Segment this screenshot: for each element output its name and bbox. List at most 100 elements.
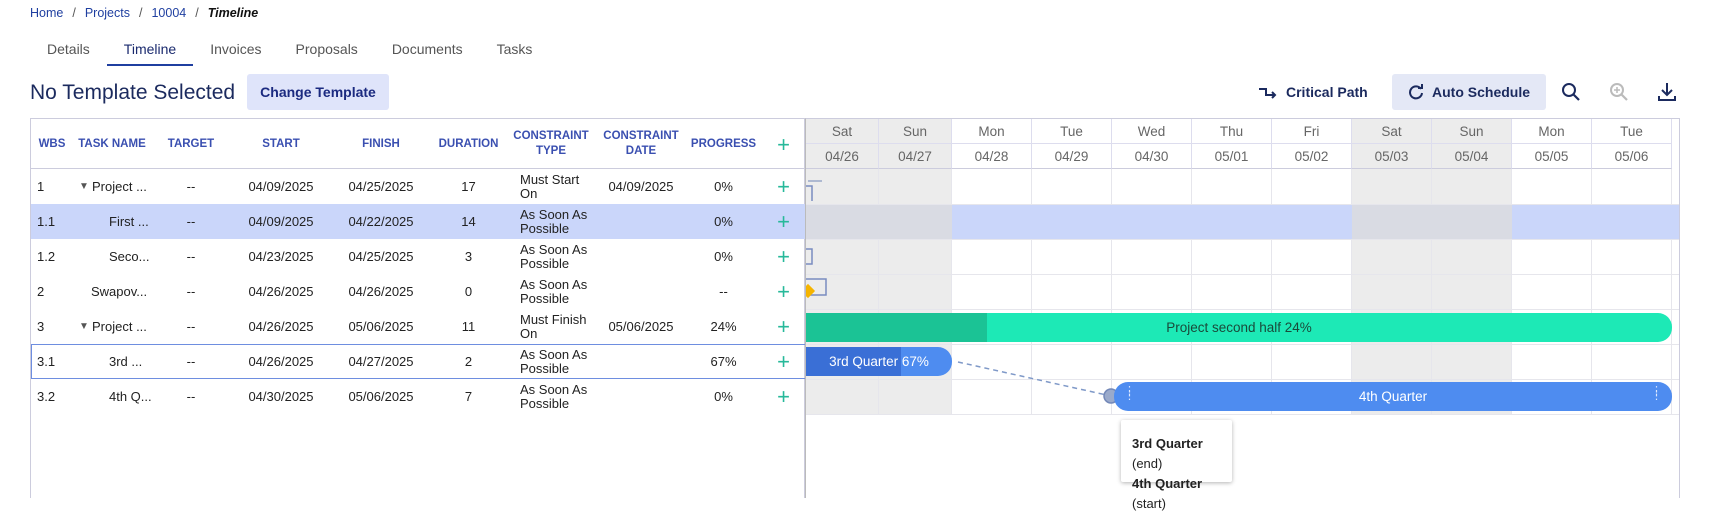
zoom-in-icon[interactable] — [1559, 80, 1583, 104]
breadcrumb-home[interactable]: Home — [30, 6, 64, 20]
tab-tasks[interactable]: Tasks — [496, 41, 533, 57]
cell-duration[interactable]: 14 — [461, 214, 476, 229]
cell-constraint-date[interactable] — [596, 274, 686, 309]
cell-progress[interactable]: 0% — [714, 214, 733, 229]
cell-constraint-date[interactable]: 04/09/2025 — [608, 179, 674, 194]
cell-wbs[interactable]: 3.2 — [37, 389, 56, 404]
cell-task-name[interactable]: Project ... — [92, 179, 147, 194]
cell-wbs[interactable]: 1 — [37, 179, 45, 194]
table-row[interactable]: 1 ▼ Project ... -- 04/09/2025 04/25/2025 17 Mus… — [31, 169, 806, 204]
breadcrumb-project-id[interactable]: 10004 — [151, 6, 187, 20]
cell-finish[interactable]: 04/25/2025 — [348, 179, 414, 194]
drag-handle-left[interactable]: ⋮ ⋮ — [1124, 385, 1135, 402]
cell-start[interactable]: 04/09/2025 — [248, 179, 314, 194]
cell-finish[interactable]: 04/26/2025 — [348, 284, 414, 299]
zoom-out-icon[interactable] — [1607, 80, 1631, 104]
add-subtask-button[interactable]: + — [777, 173, 790, 199]
cell-target[interactable]: -- — [186, 249, 196, 264]
tab-proposals[interactable]: Proposals — [295, 41, 358, 57]
tab-documents[interactable]: Documents — [391, 41, 463, 57]
cell-finish[interactable]: 04/22/2025 — [348, 214, 414, 229]
gantt-bar-3rd-quarter[interactable]: 3rd Quarter 67% — [806, 347, 952, 376]
table-row[interactable]: 3.1 3rd ... -- 04/26/2025 04/27/2025 2 As Soon… — [31, 344, 806, 379]
cell-constraint-type[interactable]: As Soon As Possible — [520, 206, 588, 236]
cell-duration[interactable]: 17 — [461, 179, 476, 194]
add-subtask-button[interactable]: + — [777, 383, 790, 409]
cell-progress[interactable]: 0% — [714, 249, 733, 264]
breadcrumb-projects[interactable]: Projects — [84, 6, 130, 20]
cell-wbs[interactable]: 2 — [37, 284, 45, 299]
table-row[interactable]: 3 ▼ Project ... -- 04/26/2025 05/06/2025 11 Mus… — [31, 309, 806, 344]
cell-start[interactable]: 04/26/2025 — [248, 319, 314, 334]
cell-task-name[interactable]: 4th Q... — [109, 389, 152, 404]
col-header-constraint-date[interactable]: CONSTRAINT DATE — [596, 119, 686, 169]
cell-task-name[interactable]: 3rd ... — [109, 354, 143, 369]
cell-task-name[interactable]: First ... — [109, 214, 149, 229]
auto-schedule-button[interactable]: Auto Schedule — [1392, 74, 1547, 110]
cell-constraint-type[interactable]: Must Start On — [520, 171, 580, 201]
cell-wbs[interactable]: 3.1 — [37, 354, 56, 369]
tab-invoices[interactable]: Invoices — [210, 41, 262, 57]
expand-toggle-icon[interactable]: ▼ — [79, 321, 89, 332]
cell-constraint-type[interactable]: As Soon As Possible — [520, 346, 588, 376]
cell-constraint-date[interactable] — [596, 204, 686, 239]
cell-start[interactable]: 04/26/2025 — [248, 354, 314, 369]
add-task-button[interactable]: + — [777, 131, 790, 157]
add-subtask-button[interactable]: + — [777, 208, 790, 234]
tab-timeline[interactable]: Timeline — [106, 36, 194, 66]
col-header-finish[interactable]: FINISH — [362, 137, 400, 150]
gantt-bar-project-second-half[interactable]: Project second half 24% — [806, 313, 1672, 342]
gantt-bar-4th-quarter[interactable]: ⋮ ⋮ 4th Quarter ⋮ ⋮ — [1114, 382, 1672, 411]
col-header-constraint-type[interactable]: CONSTRAINT TYPE — [506, 119, 596, 169]
cell-target[interactable]: -- — [186, 319, 196, 334]
cell-constraint-date[interactable] — [596, 379, 686, 414]
table-row[interactable]: 2 Swapov... -- 04/26/2025 04/26/2025 0 As Soon… — [31, 274, 806, 309]
cell-target[interactable]: -- — [186, 389, 196, 404]
add-subtask-button[interactable]: + — [777, 243, 790, 269]
col-header-task-name[interactable]: TASK NAME — [78, 137, 146, 150]
col-header-start[interactable]: START — [262, 137, 300, 150]
cell-finish[interactable]: 04/25/2025 — [348, 249, 414, 264]
cell-progress[interactable]: 0% — [714, 389, 733, 404]
cell-duration[interactable]: 11 — [461, 319, 476, 334]
cell-constraint-date[interactable] — [596, 344, 686, 379]
cell-progress[interactable]: 67% — [710, 354, 737, 369]
cell-finish[interactable]: 05/06/2025 — [348, 319, 414, 334]
table-row[interactable]: 1.1 First ... -- 04/09/2025 04/22/2025 14 As S… — [31, 204, 806, 239]
cell-duration[interactable]: 7 — [464, 389, 473, 404]
cell-task-name[interactable]: Seco... — [109, 249, 150, 264]
cell-target[interactable]: -- — [186, 179, 196, 194]
cell-duration[interactable]: 3 — [464, 249, 473, 264]
cell-constraint-date[interactable] — [596, 239, 686, 274]
cell-start[interactable]: 04/26/2025 — [248, 284, 314, 299]
cell-finish[interactable]: 05/06/2025 — [348, 389, 414, 404]
cell-target[interactable]: -- — [186, 214, 196, 229]
add-subtask-button[interactable]: + — [777, 348, 790, 374]
cell-finish[interactable]: 04/27/2025 — [348, 354, 414, 369]
cell-start[interactable]: 04/30/2025 — [248, 389, 314, 404]
cell-progress[interactable]: 24% — [710, 319, 737, 334]
critical-path-button[interactable]: Critical Path — [1258, 74, 1368, 110]
cell-target[interactable]: -- — [186, 284, 196, 299]
download-icon[interactable] — [1655, 80, 1679, 104]
cell-constraint-date[interactable]: 05/06/2025 — [608, 319, 674, 334]
tab-details[interactable]: Details — [47, 41, 90, 57]
col-header-duration[interactable]: DURATION — [438, 137, 499, 150]
expand-toggle-icon[interactable]: ▼ — [79, 181, 89, 192]
col-header-wbs[interactable]: WBS — [38, 137, 66, 150]
cell-wbs[interactable]: 1.2 — [37, 249, 56, 264]
cell-constraint-type[interactable]: Must Finish On — [520, 311, 587, 341]
cell-task-name[interactable]: Swapov... — [91, 284, 148, 299]
add-subtask-button[interactable]: + — [777, 278, 790, 304]
col-header-target[interactable]: TARGET — [167, 137, 215, 150]
cell-constraint-type[interactable]: As Soon As Possible — [520, 276, 588, 306]
drag-handle-right[interactable]: ⋮ ⋮ — [1651, 385, 1662, 402]
cell-progress[interactable]: 0% — [714, 179, 733, 194]
add-subtask-button[interactable]: + — [777, 313, 790, 339]
cell-duration[interactable]: 0 — [464, 284, 473, 299]
cell-wbs[interactable]: 1.1 — [37, 214, 56, 229]
cell-start[interactable]: 04/09/2025 — [248, 214, 314, 229]
cell-duration[interactable]: 2 — [464, 354, 473, 369]
cell-constraint-type[interactable]: As Soon As Possible — [520, 241, 588, 271]
cell-progress[interactable]: -- — [719, 284, 728, 299]
